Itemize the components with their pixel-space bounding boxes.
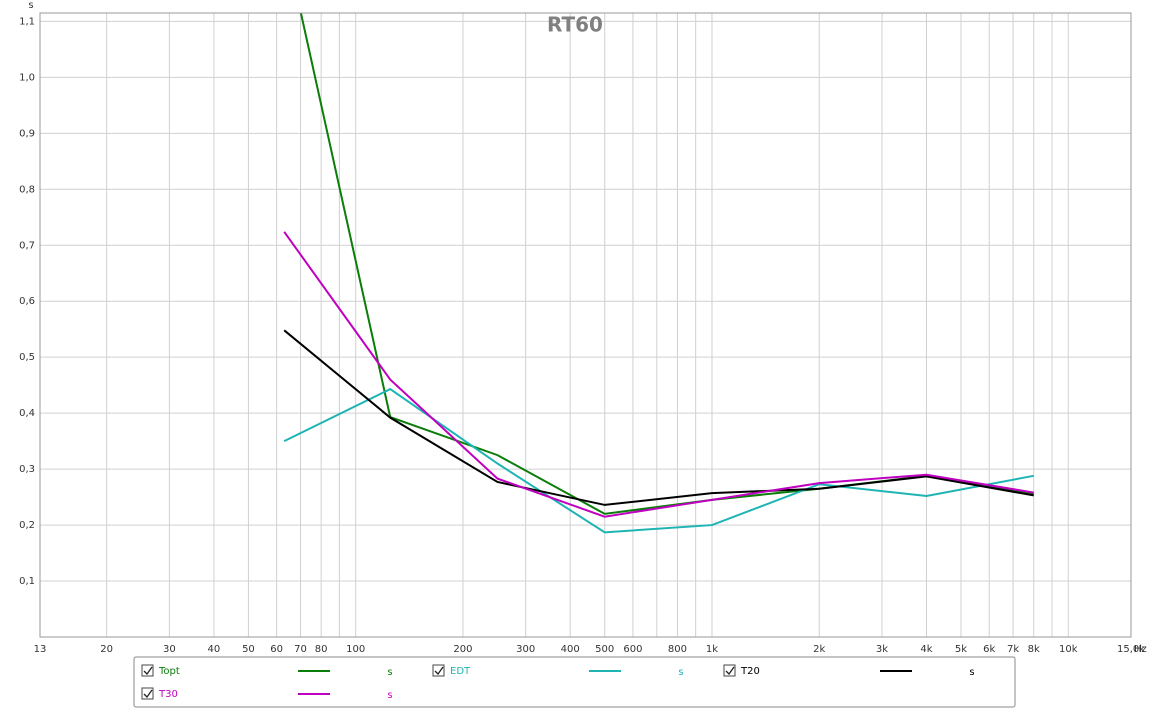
x-tick-label: 20 <box>100 644 113 655</box>
x-tick-label: 4k <box>920 644 932 655</box>
legend-label: EDT <box>450 666 471 677</box>
legend-check <box>434 666 444 676</box>
y-tick-label: 0,6 <box>19 296 35 307</box>
y-unit: s <box>28 0 33 11</box>
legend-checkbox[interactable] <box>723 664 736 677</box>
x-tick-label: 70 <box>294 644 307 655</box>
x-tick-label: 30 <box>163 644 176 655</box>
x-tick-label: 400 <box>561 644 580 655</box>
y-tick-label: 0,7 <box>19 240 35 251</box>
x-tick-label: 300 <box>516 644 535 655</box>
legend-check <box>725 666 735 676</box>
legend-unit: s <box>387 690 392 701</box>
legend-checkbox[interactable] <box>141 664 154 677</box>
legend-unit: s <box>678 667 683 678</box>
y-tick-label: 1,1 <box>19 16 35 27</box>
legend-label: T30 <box>158 689 178 700</box>
legend-check <box>143 689 153 699</box>
legend-entry: T30 s <box>141 687 393 701</box>
x-tick-label: 800 <box>668 644 687 655</box>
x-tick-label: 3k <box>876 644 888 655</box>
x-tick-label: 100 <box>346 644 365 655</box>
legend-check <box>143 666 153 676</box>
x-tick-label: 40 <box>208 644 221 655</box>
x-tick-label: 600 <box>623 644 642 655</box>
legend-checkbox[interactable] <box>141 687 154 700</box>
y-tick-label: 0,9 <box>19 128 35 139</box>
y-tick-label: 0,3 <box>19 464 35 475</box>
legend-label: T20 <box>740 666 760 677</box>
x-tick-label: 80 <box>315 644 328 655</box>
y-tick-label: 0,2 <box>19 520 35 531</box>
x-unit: Hz <box>1134 644 1147 655</box>
series-line <box>283 231 1034 518</box>
legend-box <box>133 656 1016 708</box>
x-tick-label: 5k <box>955 644 967 655</box>
x-tick-label: 15,0k <box>1117 644 1145 655</box>
series-line <box>283 387 1034 534</box>
series-line <box>283 329 1034 506</box>
x-tick-label: 50 <box>242 644 255 655</box>
x-tick-label: 500 <box>595 644 614 655</box>
plot-border <box>39 12 1132 638</box>
x-tick-label: 1k <box>706 644 718 655</box>
x-tick-label: 200 <box>453 644 472 655</box>
legend: Topt s EDT s T20 s T30 s <box>141 664 975 701</box>
y-tick-label: 0,5 <box>19 352 35 363</box>
y-tick-label: 0,4 <box>19 408 35 419</box>
x-tick-label: 7k <box>1007 644 1019 655</box>
x-tick-label: 13 <box>34 644 47 655</box>
legend-unit: s <box>387 667 392 678</box>
legend-entry: T20 s <box>723 664 975 678</box>
x-tick-label: 6k <box>983 644 995 655</box>
x-tick-label: 8k <box>1028 644 1040 655</box>
x-tick-label: 10k <box>1059 644 1078 655</box>
x-tick-label: 2k <box>813 644 825 655</box>
legend-unit: s <box>969 667 974 678</box>
x-tick-label: 60 <box>270 644 283 655</box>
legend-label: Topt <box>158 666 180 677</box>
legend-checkbox[interactable] <box>432 664 445 677</box>
y-tick-label: 0,8 <box>19 184 35 195</box>
legend-entry: Topt s <box>141 664 393 678</box>
y-tick-label: 0,1 <box>19 576 35 587</box>
legend-entry: EDT s <box>432 664 684 678</box>
plot-lines <box>283 13 1034 534</box>
y-tick-label: 1,0 <box>19 72 35 83</box>
chart-title: RT60 <box>547 13 603 37</box>
